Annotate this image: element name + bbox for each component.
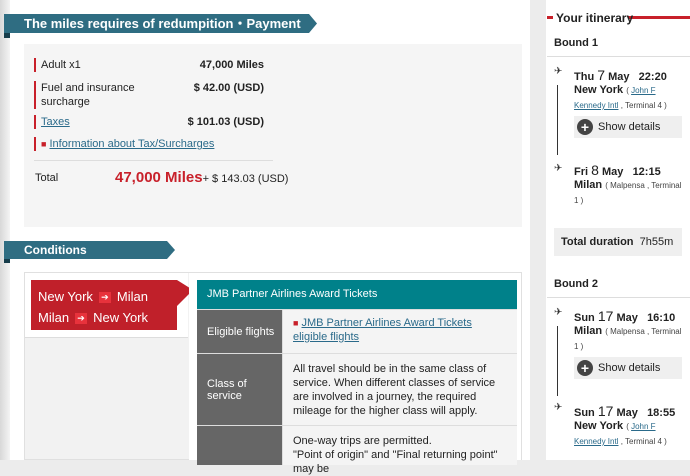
- total-cash: + $ 143.03 (USD): [202, 173, 289, 185]
- row-label: [197, 426, 282, 465]
- payment-summary: Adult x1 47,000 Miles Fuel and insurance …: [24, 44, 522, 227]
- timeline: [557, 326, 558, 396]
- route-tab[interactable]: New York ➔ Milan Milan ➔ New York: [31, 280, 193, 330]
- route-2: Milan ➔ New York: [38, 310, 148, 325]
- bound-2-label: Bound 2: [554, 278, 598, 290]
- row-label: Eligible flights: [197, 310, 282, 353]
- adult-value: 47,000 Miles: [199, 59, 264, 71]
- plus-icon: +: [577, 360, 593, 376]
- landing-icon: ✈: [554, 402, 563, 413]
- external-link-icon: ■: [293, 318, 299, 328]
- total-label: Total: [35, 172, 59, 184]
- airport-link[interactable]: John F Kennedy Intl: [574, 422, 656, 446]
- total-miles: 47,000 Miles: [115, 169, 203, 186]
- external-link-icon: ■: [41, 139, 47, 149]
- conditions-banner: Conditions: [4, 241, 175, 259]
- table-row: Class of service All travel should be in …: [197, 353, 517, 425]
- show-details-button[interactable]: + Show details: [574, 116, 682, 138]
- payment-banner: The miles requires of redumpition・Paymen…: [4, 14, 317, 33]
- banner-fold: [4, 33, 10, 38]
- table-row: Eligible flights ■ JMB Partner Airlines A…: [197, 309, 517, 353]
- banner-fold: [4, 258, 10, 263]
- title-rule: [628, 16, 690, 19]
- bound-2-arrival: Sun 17 May 18:55 New York ( John F Kenne…: [574, 403, 676, 446]
- divider: [547, 297, 690, 298]
- total-value: 47,000 Miles+ $ 143.03 (USD): [115, 169, 288, 186]
- eligible-flights-link[interactable]: JMB Partner Airlines Award Tickets eligi…: [293, 317, 472, 343]
- taxes-row: Taxes $ 101.03 (USD): [34, 115, 264, 129]
- row-label: Class of service: [197, 354, 282, 425]
- adult-row: Adult x1 47,000 Miles: [34, 58, 264, 72]
- tax-info-link[interactable]: Information about Tax/Surcharges: [49, 138, 215, 150]
- landing-icon: ✈: [554, 163, 563, 174]
- divider: [34, 160, 273, 161]
- taxes-link[interactable]: Taxes: [41, 116, 70, 128]
- bound-1-arrival: Fri 8 May 12:15 Milan ( Malpensa , Termi…: [574, 162, 682, 205]
- surcharge-value: $ 42.00 (USD): [193, 82, 264, 94]
- show-details-button[interactable]: + Show details: [574, 357, 682, 379]
- surcharge-label: Fuel and insurance surcharge: [41, 82, 135, 108]
- total-duration: Total duration 7h55m: [554, 228, 682, 256]
- bound-1-label: Bound 1: [554, 37, 598, 49]
- title-rule: [547, 16, 553, 19]
- table-title: JMB Partner Airlines Award Tickets: [197, 280, 517, 309]
- bound-2-departure: Sun 17 May 16:10 Milan ( Malpensa , Term…: [574, 308, 682, 351]
- row-value: One-way trips are permitted. "Point of o…: [282, 426, 517, 475]
- timeline: [557, 85, 558, 155]
- bound-1-departure: Thu 7 May 22:20 New York ( John F Kenned…: [574, 67, 667, 110]
- taxes-value: $ 101.03 (USD): [187, 116, 264, 128]
- table-row: One-way trips are permitted. "Point of o…: [197, 425, 517, 475]
- conditions-table: JMB Partner Airlines Award Tickets Eligi…: [197, 280, 517, 475]
- route-1: New York ➔ Milan: [38, 289, 148, 304]
- itinerary-title: Your itinerary: [556, 11, 634, 25]
- takeoff-icon: ✈: [554, 66, 563, 77]
- plus-icon: +: [577, 119, 593, 135]
- adult-label: Adult x1: [41, 59, 81, 71]
- arrow-right-icon: ➔: [98, 292, 111, 303]
- page-edge: [0, 0, 10, 460]
- surcharge-row: Fuel and insurance surcharge $ 42.00 (USD…: [34, 81, 264, 109]
- arrow-right-icon: ➔: [75, 313, 88, 324]
- row-value: ■ JMB Partner Airlines Award Tickets eli…: [282, 310, 517, 353]
- divider: [547, 56, 690, 57]
- info-row: ■ Information about Tax/Surcharges: [34, 137, 264, 151]
- airport-link[interactable]: John F Kennedy Intl: [574, 86, 656, 110]
- takeoff-icon: ✈: [554, 307, 563, 318]
- row-value: All travel should be in the same class o…: [282, 354, 517, 425]
